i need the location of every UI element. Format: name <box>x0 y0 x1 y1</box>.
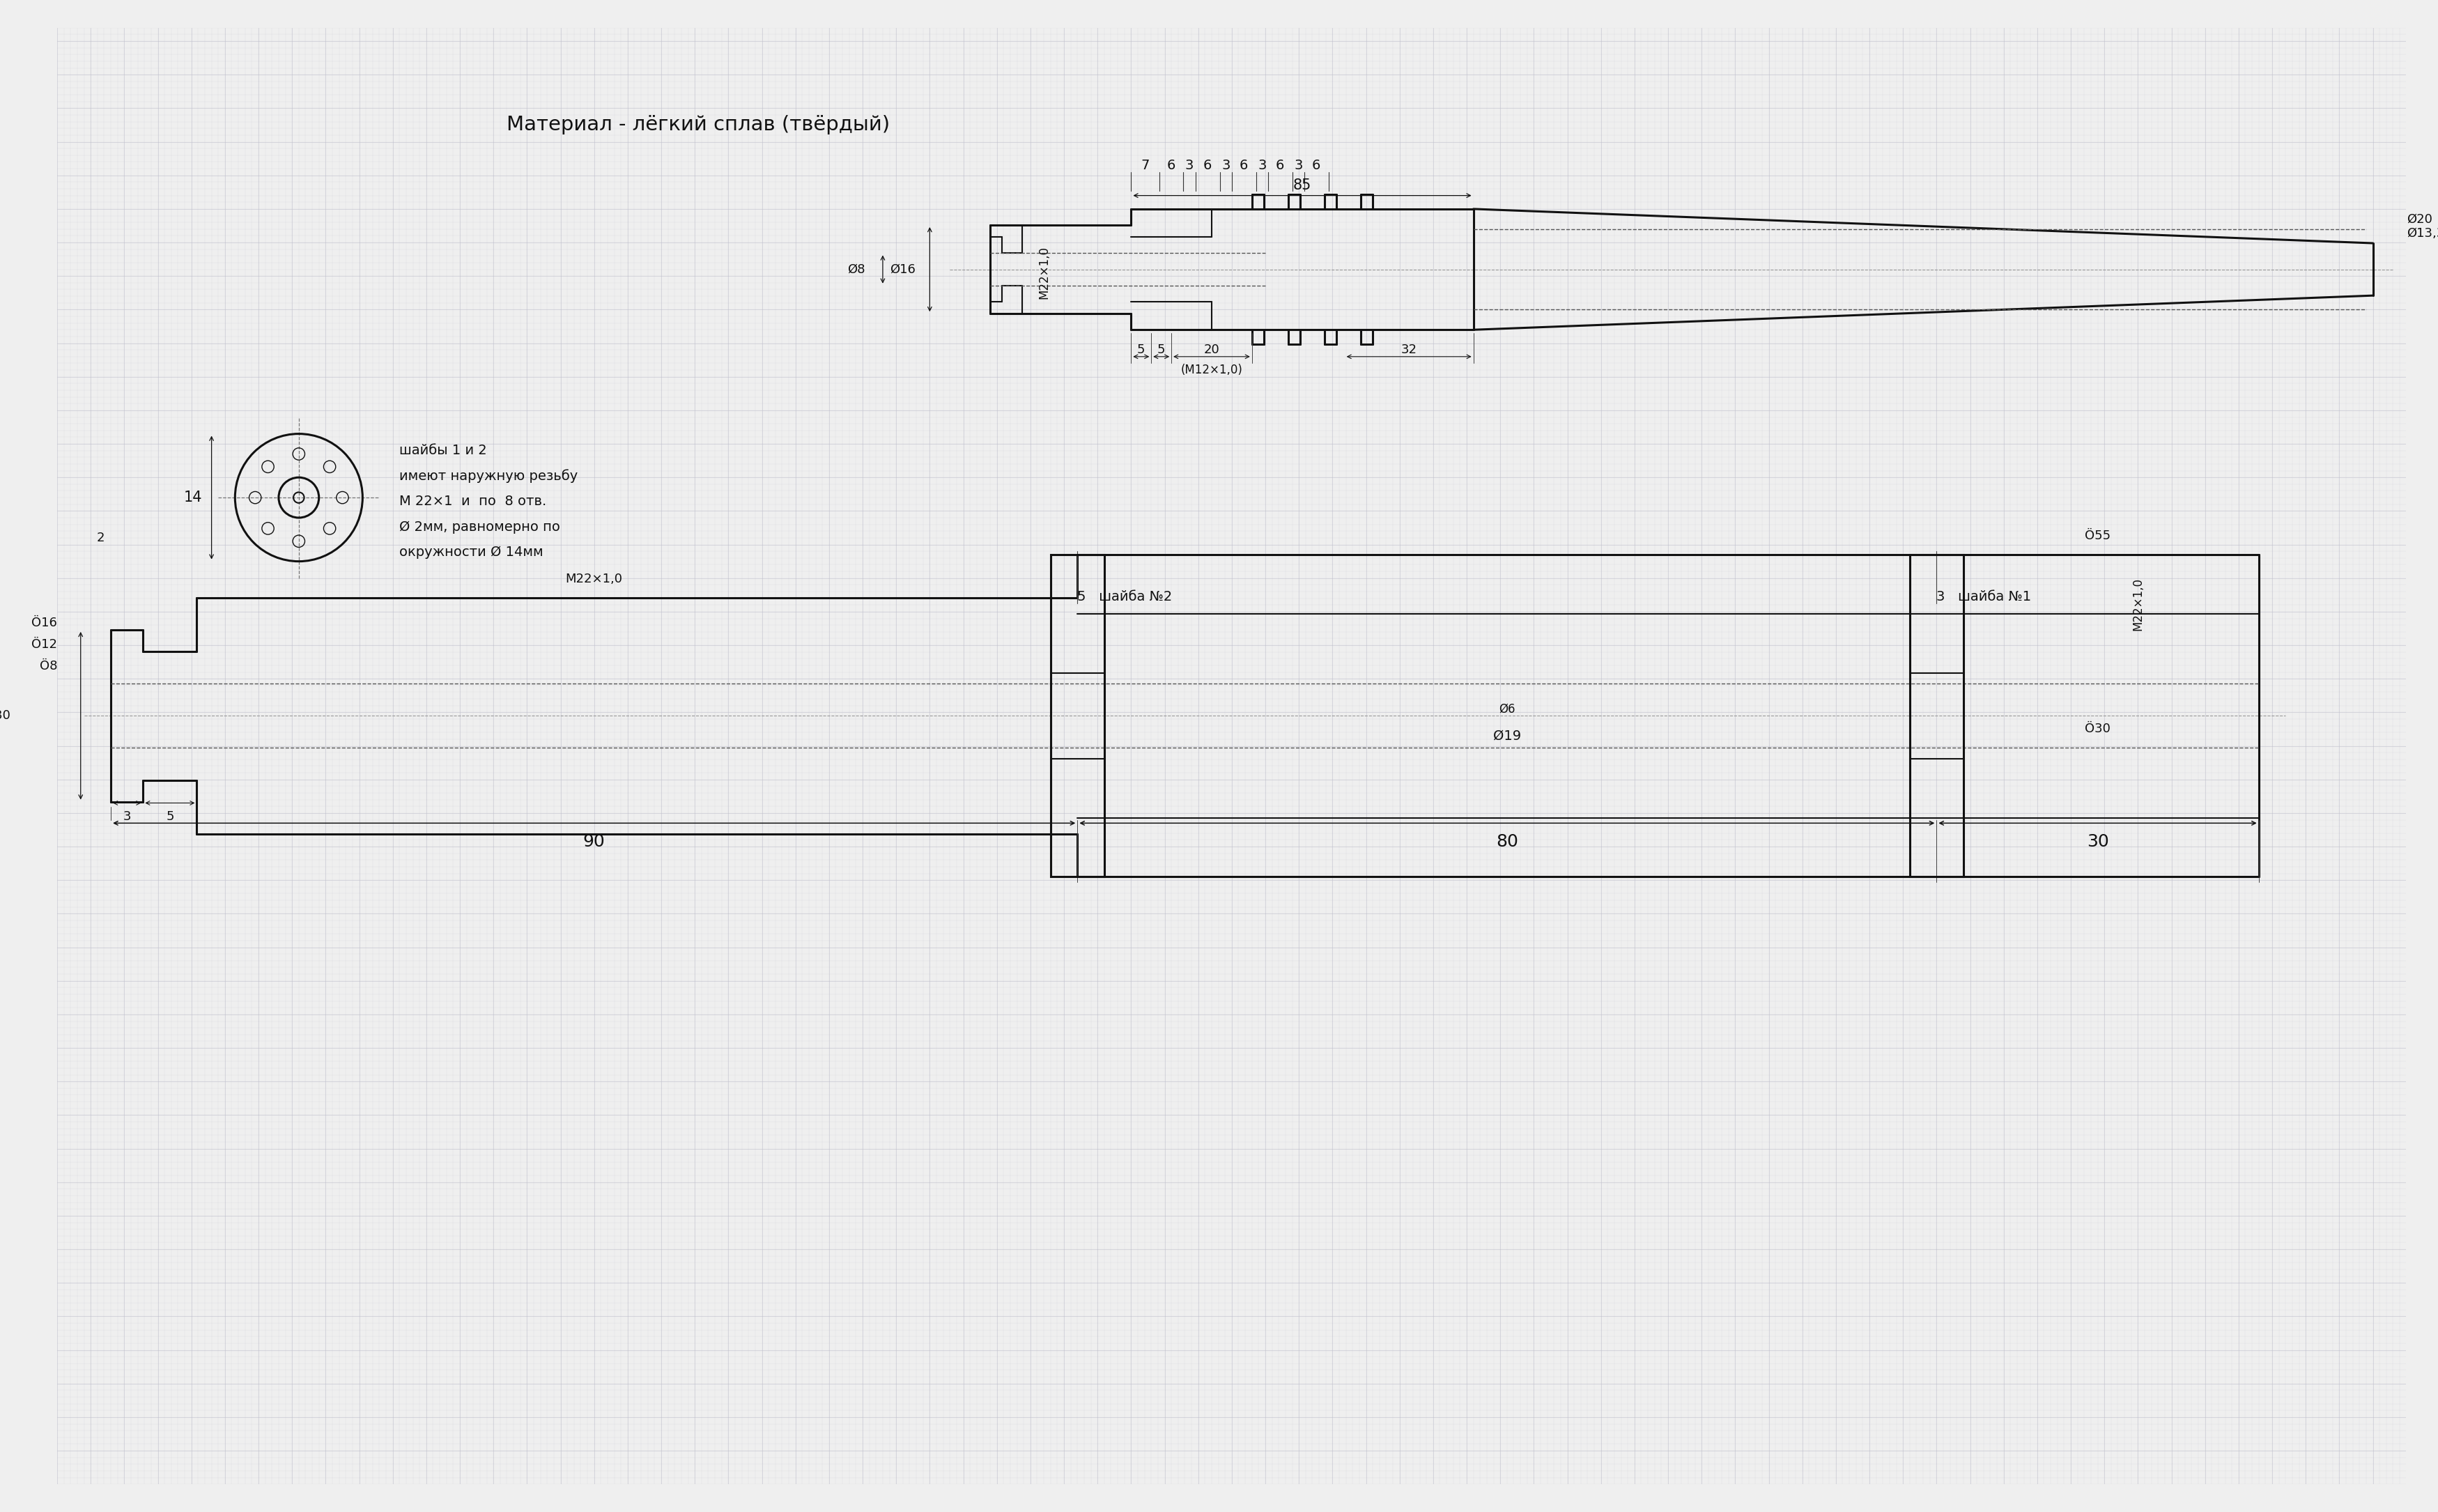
Text: 6: 6 <box>1312 159 1321 172</box>
Text: Ø13,3: Ø13,3 <box>2406 227 2438 239</box>
Text: 32: 32 <box>1402 343 1416 357</box>
Text: Материал - лёгкий сплав (твёрдый): Материал - лёгкий сплав (твёрдый) <box>507 115 890 135</box>
Text: (M12×1,0): (M12×1,0) <box>1180 364 1243 376</box>
Text: Ö30: Ö30 <box>0 709 10 723</box>
Text: 5: 5 <box>166 810 173 823</box>
Text: Ø8: Ø8 <box>846 263 865 275</box>
Text: 3   шайба №1: 3 шайба №1 <box>1936 590 2031 603</box>
Text: окружности Ø 14мм: окружности Ø 14мм <box>400 546 544 559</box>
Text: шайбы 1 и 2: шайбы 1 и 2 <box>400 445 488 457</box>
Text: Ø20: Ø20 <box>2406 213 2433 225</box>
Text: 7: 7 <box>1141 159 1148 172</box>
Text: 2: 2 <box>98 532 105 544</box>
Text: 6: 6 <box>1168 159 1175 172</box>
Text: M22×1,0: M22×1,0 <box>1039 246 1051 299</box>
Text: Ö30: Ö30 <box>2084 723 2111 735</box>
Text: M22×1,0: M22×1,0 <box>2131 578 2143 631</box>
Text: 3: 3 <box>1221 159 1231 172</box>
Text: М 22×1  и  по  8 отв.: М 22×1 и по 8 отв. <box>400 494 546 508</box>
Text: 85: 85 <box>1292 178 1312 192</box>
Text: Ø 2мм, равномерно по: Ø 2мм, равномерно по <box>400 520 561 534</box>
Text: 5: 5 <box>1136 343 1146 357</box>
Text: Ø6: Ø6 <box>1499 703 1514 715</box>
Text: 5: 5 <box>1158 343 1165 357</box>
Text: 6: 6 <box>1239 159 1248 172</box>
Text: 90: 90 <box>583 833 605 850</box>
Text: 30: 30 <box>2087 833 2109 850</box>
Text: 6: 6 <box>1204 159 1212 172</box>
Text: Ö16: Ö16 <box>32 617 56 629</box>
Text: имеют наружную резьбу: имеют наружную резьбу <box>400 469 578 484</box>
Text: 20: 20 <box>1204 343 1219 357</box>
Text: 3: 3 <box>1185 159 1195 172</box>
Text: 3: 3 <box>122 810 132 823</box>
Text: Ö55: Ö55 <box>2084 529 2111 543</box>
Bar <box>1051 555 1104 877</box>
Text: 5   шайба №2: 5 шайба №2 <box>1078 590 1173 603</box>
Text: 80: 80 <box>1497 833 1519 850</box>
Text: 14: 14 <box>183 490 202 505</box>
Text: Ö8: Ö8 <box>39 659 56 673</box>
Text: M22×1,0: M22×1,0 <box>566 573 622 585</box>
Text: 3: 3 <box>1258 159 1265 172</box>
Text: Ö12: Ö12 <box>32 638 56 650</box>
Text: Ø19: Ø19 <box>1492 729 1521 742</box>
Bar <box>1909 555 1963 877</box>
Text: 3: 3 <box>1295 159 1302 172</box>
Text: 6: 6 <box>1275 159 1285 172</box>
Text: Ø16: Ø16 <box>890 263 917 275</box>
